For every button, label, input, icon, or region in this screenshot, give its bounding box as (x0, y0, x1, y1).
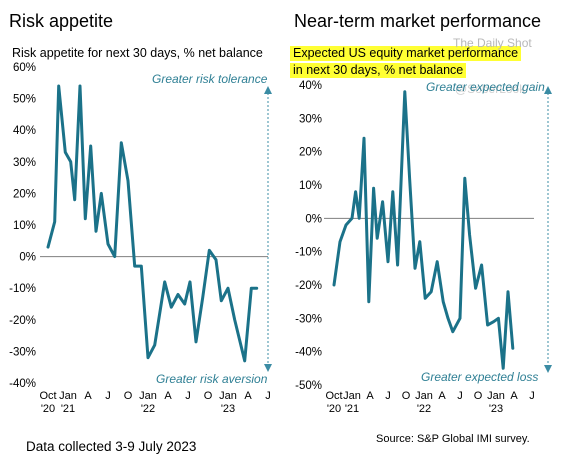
right-ytick-label: 40% (299, 80, 322, 92)
left-ytick-label: 60% (13, 62, 36, 74)
left-xtick-label: Oct (39, 390, 56, 402)
right-ytick-label: -40% (295, 347, 322, 359)
right-ytick-label: 20% (299, 147, 322, 159)
footer-note: Data collected 3-9 July 2023 (26, 439, 197, 454)
right-xtick-label: J (457, 390, 463, 402)
right-ytick-label: -50% (295, 380, 322, 392)
left-xtick-label: O (124, 390, 133, 402)
left-xtick-label: Jan (59, 390, 77, 402)
right-ytick-label: -30% (295, 313, 322, 325)
left-xtick-year-label: '20 (41, 403, 55, 415)
left-ytick-label: -30% (9, 346, 36, 358)
left-xtick-label: Jan (139, 390, 157, 402)
right-xtick-label: A (438, 390, 446, 402)
right-ytick-label: 10% (299, 180, 322, 192)
source-note: Source: S&P Global IMI survey. (376, 433, 530, 445)
right-xtick-year-label: '20 (327, 403, 341, 415)
left-ytick-label: 20% (13, 188, 36, 200)
right-xtick-label: O (402, 390, 411, 402)
right-subtitle-line2: in next 30 days, % net balance (290, 63, 467, 78)
left-xtick-year-label: '21 (61, 403, 75, 415)
right-subtitle-line1: Expected US equity market performance (290, 46, 522, 61)
right-xtick-label: Jan (343, 390, 361, 402)
right-xtick-label: Jan (487, 390, 505, 402)
left-xtick-label: Jan (219, 390, 237, 402)
right-xtick-label: O (474, 390, 483, 402)
right-xtick-year-label: '21 (345, 403, 359, 415)
right-xtick-label: Oct (325, 390, 342, 402)
left-arrow-up-head (264, 86, 272, 94)
right-ytick-label: -10% (295, 247, 322, 259)
watermark-handle: @SoberLook (455, 82, 526, 96)
left-xtick-label: A (84, 390, 92, 402)
left-chart-subtitle: Risk appetite for next 30 days, % net ba… (12, 46, 263, 60)
left-ytick-label: -20% (9, 315, 36, 327)
left-annotation-bottom: Greater risk aversion (156, 372, 268, 386)
left-xtick-label: A (244, 390, 252, 402)
right-chart-title: Near-term market performance (294, 11, 542, 31)
left-xtick-label: J (265, 390, 271, 402)
left-ytick-label: 30% (13, 157, 36, 169)
right-annotation-top: Greater expected gain (426, 80, 545, 94)
watermark-brand: The Daily Shot (453, 36, 532, 50)
left-ytick-label: 40% (13, 125, 36, 137)
right-ytick-label: -20% (295, 280, 322, 292)
right-xtick-label: J (385, 390, 391, 402)
right-series-line (332, 90, 515, 370)
left-series-line (46, 84, 259, 363)
right-chart-subtitle: Expected US equity market performance in… (290, 46, 522, 79)
left-xtick-label: O (204, 390, 213, 402)
left-xtick-year-label: '22 (141, 403, 155, 415)
left-ytick-label: -40% (9, 378, 36, 390)
right-ytick-label: 0% (305, 213, 322, 225)
right-arrow-up-head (544, 86, 552, 94)
right-xtick-year-label: '22 (417, 403, 431, 415)
left-ytick-label: 50% (13, 94, 36, 106)
right-annotation-bottom: Greater expected loss (421, 370, 539, 384)
right-xtick-label: A (366, 390, 374, 402)
right-xtick-label: A (510, 390, 518, 402)
left-chart-title: Risk appetite (9, 11, 114, 31)
left-xtick-label: J (185, 390, 191, 402)
left-xtick-label: J (105, 390, 111, 402)
left-annotation-top: Greater risk tolerance (152, 72, 268, 86)
left-arrow-down-head (264, 364, 272, 372)
right-xtick-year-label: '23 (489, 403, 503, 415)
left-ytick-label: -10% (9, 283, 36, 295)
left-ytick-label: 10% (13, 220, 36, 232)
right-arrow-down-head (544, 365, 552, 373)
left-xtick-year-label: '23 (221, 403, 235, 415)
right-xtick-label: Jan (415, 390, 433, 402)
left-xtick-label: A (164, 390, 172, 402)
right-ytick-label: 30% (299, 113, 322, 125)
right-xtick-label: J (529, 390, 535, 402)
left-ytick-label: 0% (19, 252, 36, 264)
